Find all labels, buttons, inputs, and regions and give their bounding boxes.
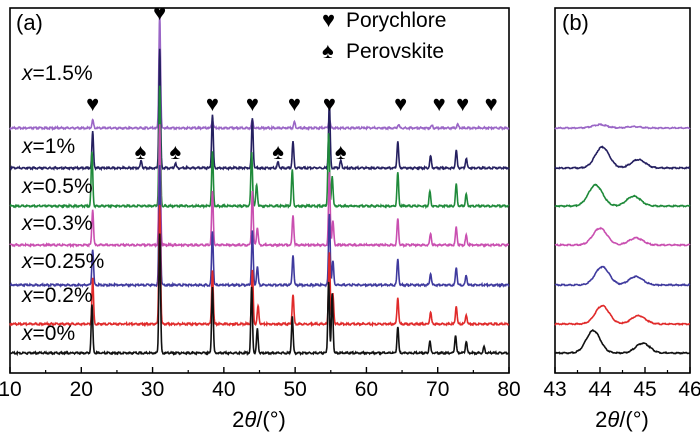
annotation-marker-2: ♥: [206, 91, 219, 116]
annotation-marker-13: ♠: [335, 139, 347, 164]
panel-b-ticks: 43 44 45 46: [543, 367, 700, 401]
legend-porychlore-symbol: ♥: [322, 7, 335, 32]
series-label-4: x=0.25%: [21, 250, 104, 273]
annotation-marker-5: ♥: [323, 91, 336, 116]
annotation-marker-10: ♠: [135, 139, 147, 164]
series-line-b-2: [554, 183, 691, 208]
annotation-marker-3: ♥: [246, 91, 259, 116]
annotation-marker-4: ♥: [288, 91, 301, 116]
series-line-b-6: [554, 328, 691, 355]
series-line-a-4: [9, 165, 510, 289]
series-line-a-2: [9, 85, 510, 210]
x-tick-label-a-1: 20: [70, 378, 93, 401]
series-label-6: x=0%: [21, 322, 75, 345]
series-label-0: x=1.5%: [21, 62, 93, 85]
panel-b-frame: [554, 7, 691, 374]
panel-a-x-axis-title: 2θ/(°): [232, 407, 286, 432]
annotation-marker-9: ♥: [485, 91, 498, 116]
panel-a-series-labels: x=1.5% x=1% x=0.5% x=0.3% x=0.25% x=0.2% x=0%: [21, 62, 104, 345]
x-tick-label-a-4: 50: [283, 378, 306, 401]
x-tick-label-a-3: 40: [212, 378, 235, 401]
panel-a-ticks: 10 20 30 40 50 60 70 80: [0, 367, 521, 401]
x-tick-label-a-2: 30: [141, 378, 164, 401]
panel-a-label: (a): [16, 10, 43, 35]
panel-a-series: [9, 13, 510, 357]
series-line-a-3: [9, 124, 510, 249]
legend: ♥ Porychlore ♠ Perovskite: [322, 7, 446, 63]
legend-perovskite-symbol: ♠: [322, 38, 334, 63]
series-line-a-5: [9, 204, 510, 328]
series-label-2: x=0.5%: [21, 175, 93, 198]
series-line-a-6: [9, 233, 510, 357]
x-tick-label-a-0: 10: [0, 378, 22, 401]
series-line-b-1: [554, 145, 691, 170]
panel-b-x-axis-title: 2θ/(°): [595, 407, 649, 432]
x-tick-label-b-1: 44: [588, 378, 612, 401]
x-tick-label-a-5: 60: [355, 378, 378, 401]
legend-perovskite-label: Perovskite: [346, 40, 444, 63]
x-tick-label-a-7: 80: [497, 378, 520, 401]
annotation-marker-1: ♥: [86, 91, 99, 116]
series-line-a-1: [9, 48, 510, 172]
annotation-marker-0: ♥: [153, 0, 166, 25]
panel-b-series: [554, 123, 691, 355]
panel-a-annotations: ♥♥ ♥ ♥ ♥ ♥ ♥ ♥ ♥ ♥♠ ♠ ♠ ♠: [86, 0, 498, 164]
series-label-5: x=0.2%: [21, 284, 93, 307]
annotation-marker-8: ♥: [456, 91, 469, 116]
annotation-marker-11: ♠: [170, 139, 182, 164]
panel-b-label: (b): [562, 10, 589, 35]
series-line-b-5: [554, 304, 691, 326]
x-tick-label-b-3: 46: [678, 378, 700, 401]
annotation-marker-7: ♥: [433, 91, 446, 116]
series-line-b-3: [554, 226, 691, 247]
annotation-marker-6: ♥: [394, 91, 407, 116]
legend-porychlore-label: Porychlore: [346, 9, 446, 32]
x-tick-label-a-6: 70: [426, 378, 449, 401]
series-line-b-4: [554, 265, 691, 287]
series-label-1: x=1%: [21, 135, 75, 158]
x-tick-label-b-2: 45: [633, 378, 656, 401]
x-tick-label-b-0: 43: [543, 378, 566, 401]
series-line-b-0: [554, 123, 691, 130]
series-line-a-0: [9, 13, 510, 132]
series-label-3: x=0.3%: [21, 212, 93, 235]
annotation-marker-12: ♠: [272, 139, 284, 164]
